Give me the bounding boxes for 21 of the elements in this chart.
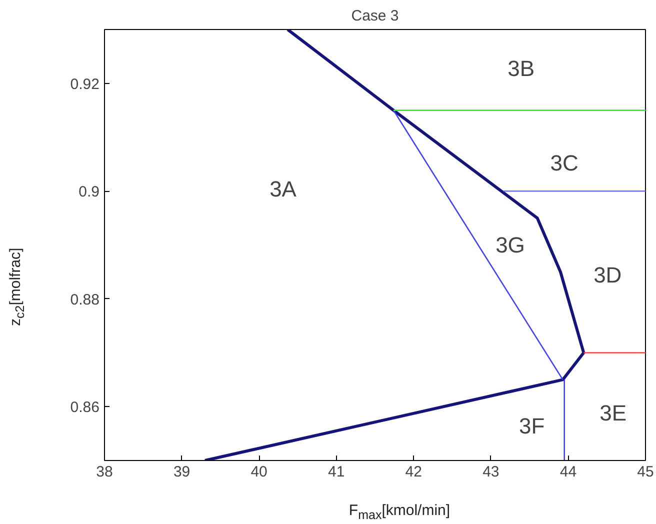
y-tick-label: 0.9 xyxy=(78,184,100,201)
x-tick-label: 45 xyxy=(637,464,654,480)
x-tick-label: 40 xyxy=(250,464,268,480)
annotation: 3A xyxy=(270,176,297,202)
annotation: 3B xyxy=(508,56,535,81)
y-tick-label: 0.86 xyxy=(70,399,100,416)
annotation: 3E xyxy=(600,400,627,426)
x-tick-label: 43 xyxy=(482,464,500,480)
y-tick-label: 0.88 xyxy=(70,291,100,308)
chart-title: Case 3 xyxy=(351,8,399,24)
x-tick-label: 38 xyxy=(96,464,113,480)
annotation: 3D xyxy=(594,262,622,288)
annotation: 3F xyxy=(519,414,545,439)
x-tick-label: 42 xyxy=(405,464,422,480)
x-tick-label: 44 xyxy=(560,464,577,480)
x-tick-label: 39 xyxy=(173,464,190,480)
x-tick-label: 41 xyxy=(328,464,345,480)
annotation: 3G xyxy=(496,232,525,258)
x-axis-title: F$_{max}$[kmol/min] xyxy=(348,501,450,524)
y-tick-label: 0.92 xyxy=(70,76,100,93)
annotation: 3C xyxy=(550,150,579,176)
